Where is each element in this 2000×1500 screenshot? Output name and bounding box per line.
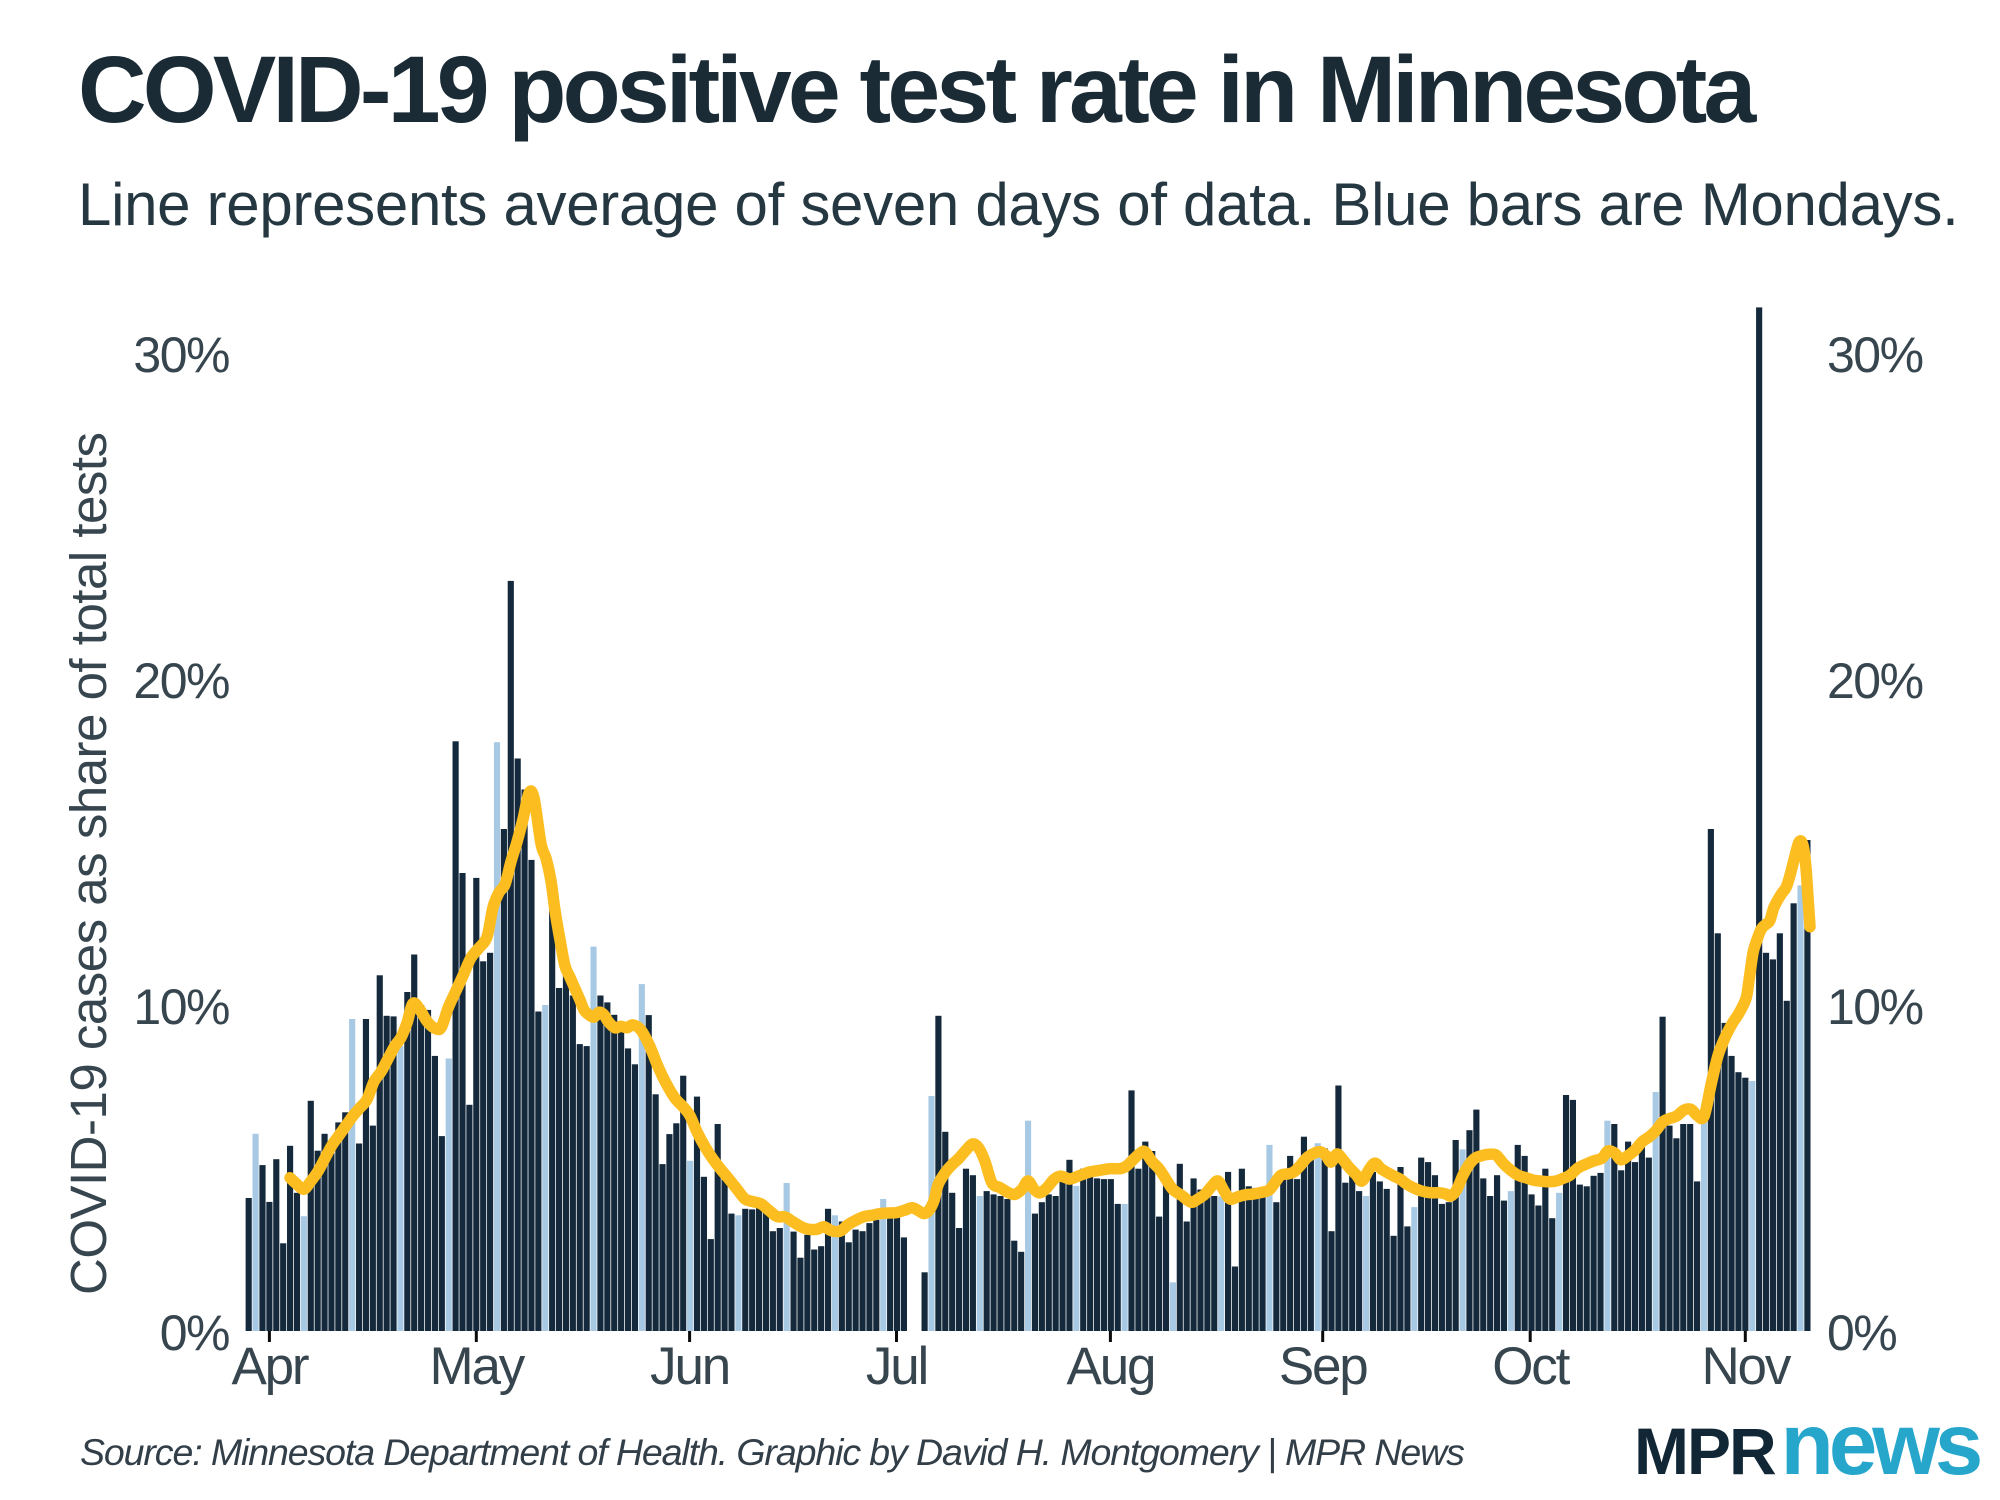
- svg-text:COVID-19 positive test rate in: COVID-19 positive test rate in Minnesota: [78, 37, 1757, 143]
- svg-text:Source: Minnesota Department o: Source: Minnesota Department of Health. …: [80, 1431, 1464, 1473]
- svg-text:0%: 0%: [160, 1305, 229, 1361]
- svg-text:Oct: Oct: [1492, 1337, 1570, 1396]
- svg-text:30%: 30%: [1827, 327, 1923, 383]
- svg-text:20%: 20%: [133, 653, 229, 709]
- svg-text:30%: 30%: [133, 327, 229, 383]
- svg-text:May: May: [430, 1337, 526, 1396]
- svg-text:Apr: Apr: [231, 1337, 308, 1396]
- svg-text:0%: 0%: [1827, 1305, 1896, 1361]
- svg-text:20%: 20%: [1827, 653, 1923, 709]
- svg-text:Line represents average of sev: Line represents average of seven days of…: [78, 171, 1958, 238]
- svg-text:Jun: Jun: [650, 1337, 729, 1396]
- svg-text:COVID-19 cases as share of tot: COVID-19 cases as share of total tests: [60, 432, 117, 1295]
- svg-text:10%: 10%: [1827, 979, 1923, 1035]
- svg-text:Nov: Nov: [1701, 1337, 1791, 1396]
- svg-text:Sep: Sep: [1279, 1337, 1367, 1396]
- svg-text:MPRnews: MPRnews: [1634, 1396, 1980, 1493]
- svg-text:10%: 10%: [133, 979, 229, 1035]
- svg-text:Aug: Aug: [1067, 1337, 1155, 1396]
- svg-text:Jul: Jul: [866, 1337, 927, 1396]
